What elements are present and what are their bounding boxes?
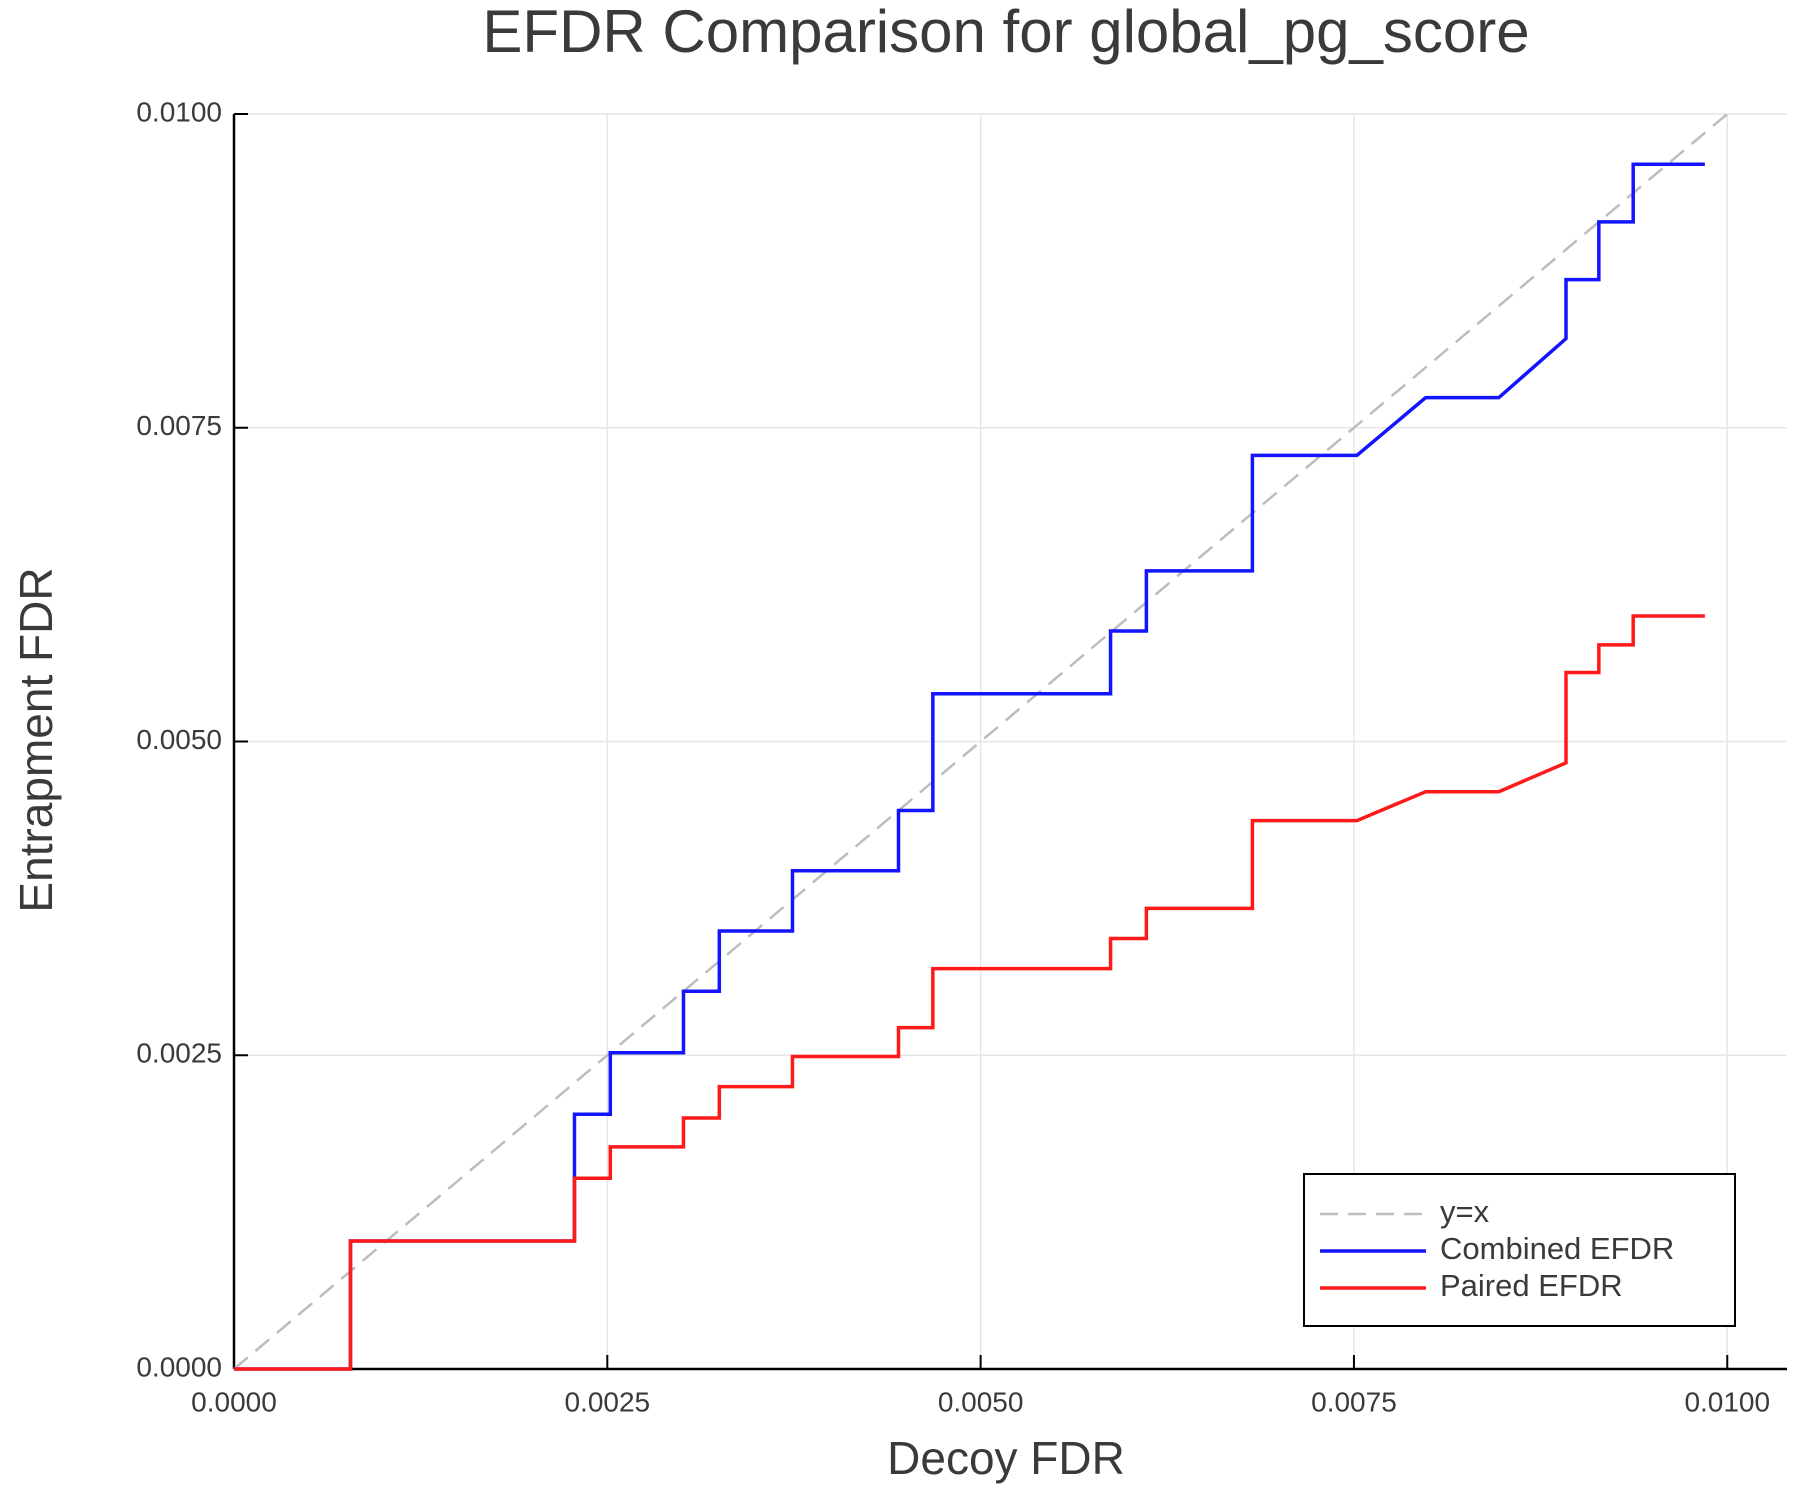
x-tick-label: 0.0025 bbox=[564, 1386, 650, 1417]
series-line bbox=[233, 113, 1729, 1370]
x-tick-label: 0.0000 bbox=[191, 1386, 277, 1417]
x-tick-label: 0.0100 bbox=[1684, 1386, 1770, 1417]
y-tick-label: 0.0000 bbox=[136, 1351, 222, 1382]
y-tick-label: 0.0075 bbox=[136, 410, 222, 441]
series-line bbox=[234, 614, 1705, 1371]
chart-title: EFDR Comparison for global_pg_score bbox=[482, 0, 1529, 65]
legend-label: y=x bbox=[1440, 1194, 1490, 1229]
legend-label: Paired EFDR bbox=[1440, 1268, 1623, 1303]
y-tick-label: 0.0100 bbox=[136, 96, 222, 127]
y-tick-label: 0.0050 bbox=[136, 724, 222, 755]
legend-label: Combined EFDR bbox=[1440, 1231, 1674, 1266]
y-axis-label: Entrapment FDR bbox=[10, 567, 62, 912]
y-tick-label: 0.0025 bbox=[136, 1038, 222, 1069]
x-tick-label: 0.0050 bbox=[938, 1386, 1024, 1417]
x-axis-label: Decoy FDR bbox=[887, 1432, 1125, 1484]
series-line bbox=[234, 162, 1705, 1371]
x-tick-label: 0.0075 bbox=[1311, 1386, 1397, 1417]
